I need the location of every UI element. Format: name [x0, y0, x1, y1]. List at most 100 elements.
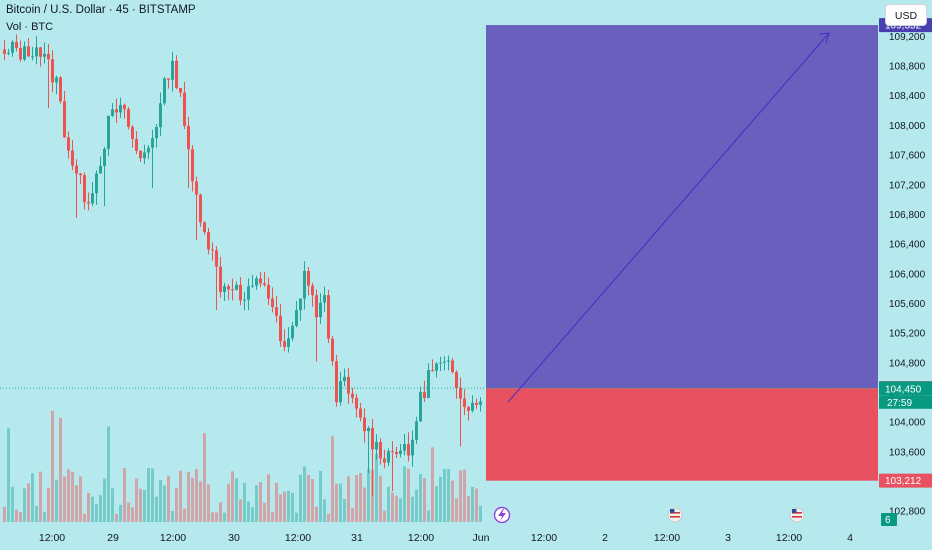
- candle: [131, 126, 134, 139]
- volume-bar: [303, 466, 306, 522]
- time-tick-label: 12:00: [39, 532, 65, 544]
- volume-bar: [147, 467, 150, 522]
- price-axis[interactable]: [878, 0, 932, 550]
- candle: [35, 47, 38, 57]
- volume-bar: [463, 469, 466, 522]
- candle: [139, 150, 142, 159]
- candle: [99, 165, 102, 174]
- candle: [391, 451, 394, 453]
- candle: [307, 270, 310, 286]
- volume-bar: [183, 508, 186, 522]
- flag-stripe: [670, 516, 680, 518]
- volume-bar: [287, 490, 290, 522]
- candle: [311, 285, 314, 296]
- candle: [171, 60, 174, 80]
- candle: [123, 104, 126, 110]
- volume-bar: [11, 486, 14, 522]
- price-tag-label: 109,352: [885, 21, 922, 32]
- candle: [459, 388, 462, 399]
- volume-bar: [443, 468, 446, 522]
- candle: [479, 401, 482, 405]
- time-tick-label: 12:00: [160, 532, 186, 544]
- volume-bar: [255, 485, 258, 522]
- event-badge[interactable]: [881, 513, 897, 526]
- candle: [147, 147, 150, 153]
- volume-bar: [259, 482, 262, 522]
- volume-bar: [67, 469, 70, 522]
- candle: [3, 49, 6, 54]
- candle: [439, 362, 442, 364]
- volume-bar: [15, 509, 18, 522]
- price-tag-label: 103,212: [885, 476, 922, 487]
- symbol-title[interactable]: Bitcoin / U.S. Dollar · 45 · BITSTAMP: [6, 4, 196, 16]
- volume-bar: [415, 489, 418, 522]
- volume-bar: [479, 505, 482, 522]
- candle: [367, 427, 370, 432]
- price-tick-label: 106,800: [889, 210, 926, 221]
- candle: [395, 452, 398, 455]
- time-tick-label: 31: [351, 532, 363, 544]
- volume-bar: [267, 474, 270, 522]
- candle: [371, 427, 374, 450]
- candle: [103, 148, 106, 166]
- time-tick-label: 29: [107, 532, 119, 544]
- candle: [255, 278, 258, 286]
- time-tick-label: 12:00: [285, 532, 311, 544]
- countdown-tag: [879, 395, 932, 409]
- time-axis[interactable]: [0, 526, 932, 550]
- candle: [39, 47, 42, 57]
- volume-indicator-label[interactable]: Vol · BTC: [6, 21, 54, 33]
- price-tick-label: 108,800: [889, 62, 926, 73]
- volume-bar: [271, 512, 274, 522]
- candle: [127, 109, 130, 127]
- volume-bar: [91, 496, 94, 522]
- volume-bar: [19, 512, 22, 522]
- candle: [363, 417, 366, 432]
- volume-bar: [391, 492, 394, 522]
- candle: [271, 298, 274, 308]
- candle: [475, 402, 478, 405]
- candle: [31, 56, 34, 58]
- candle: [359, 408, 362, 418]
- candle: [175, 60, 178, 88]
- stop-zone[interactable]: [486, 388, 878, 481]
- candle: [63, 101, 66, 138]
- volume-bar: [59, 417, 62, 522]
- volume-bar: [419, 474, 422, 522]
- candle: [143, 152, 146, 159]
- candle: [107, 115, 110, 149]
- volume-bar: [243, 482, 246, 522]
- candle: [111, 109, 114, 116]
- volume-bar: [203, 433, 206, 522]
- candle: [339, 381, 342, 403]
- volume-bar: [95, 504, 98, 522]
- candle: [415, 421, 418, 440]
- volume-bar: [467, 495, 470, 522]
- volume-bar: [115, 513, 118, 522]
- volume-bar: [191, 477, 194, 522]
- volume-bar: [315, 506, 318, 522]
- volume-bar: [447, 468, 450, 522]
- volume-bar: [75, 485, 78, 522]
- volume-bar: [27, 483, 30, 522]
- volume-bar: [111, 488, 114, 522]
- price-tick-label: 104,000: [889, 418, 926, 429]
- candle: [187, 125, 190, 150]
- candle: [251, 285, 254, 287]
- price-tick-label: 109,200: [889, 32, 926, 43]
- candle: [387, 451, 390, 463]
- candle: [343, 376, 346, 382]
- target-zone[interactable]: [486, 25, 878, 389]
- price-tick-label: 106,000: [889, 269, 926, 280]
- candle: [15, 41, 18, 48]
- candle: [215, 250, 218, 267]
- projection-arrow[interactable]: [507, 32, 830, 403]
- candle: [135, 138, 138, 151]
- candle: [411, 439, 414, 456]
- currency-button[interactable]: USD: [885, 4, 927, 26]
- candle: [319, 302, 322, 318]
- candle: [347, 376, 350, 394]
- time-tick-label: 12:00: [654, 532, 680, 544]
